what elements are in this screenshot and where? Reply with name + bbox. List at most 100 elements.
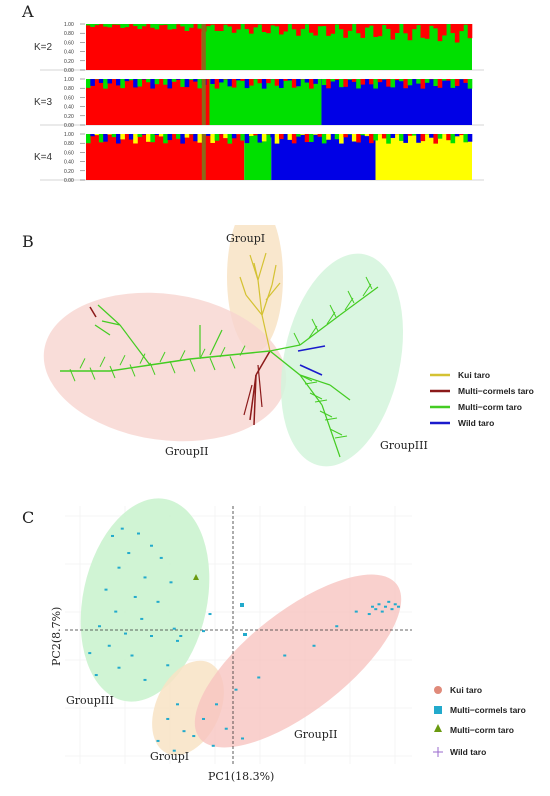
admixture-sliver — [128, 134, 134, 140]
admixture-sliver — [244, 134, 250, 144]
structure-row-3: 0.00 0.20 0.40 0.60 0.80 1.00 K=4 — [34, 132, 484, 184]
tree-branch — [109, 364, 151, 372]
tree-branch — [69, 369, 76, 382]
tree-branch — [199, 348, 206, 360]
tree-branch — [293, 332, 301, 346]
tree-legend-kui: Kui taro — [458, 370, 490, 380]
structure-row-1: 0.00 0.20 0.40 0.60 0.80 1.00 K=2 — [34, 22, 484, 74]
admixture-sliver — [206, 134, 211, 136]
admixture-sliver — [218, 24, 224, 31]
admixture-sliver — [248, 134, 254, 136]
admixture-sliver — [176, 79, 181, 80]
tree-branch — [209, 357, 216, 371]
tree-branch — [297, 345, 326, 352]
admixture-sliver — [330, 24, 336, 34]
admixture-sliver — [248, 79, 254, 86]
admixture-sliver — [394, 24, 400, 33]
admixture-sliver — [266, 24, 271, 34]
admixture-sliver — [270, 134, 276, 138]
admixture-sliver — [373, 79, 378, 89]
y-tick-label: 0.40 — [64, 160, 74, 166]
admixture-sliver — [214, 134, 220, 141]
k-label: K=4 — [34, 152, 53, 163]
admixture-sliver — [459, 24, 464, 32]
pca-point — [397, 605, 400, 608]
admixture-sliver — [433, 24, 438, 29]
tree-branch — [257, 252, 267, 281]
tree-branch — [347, 290, 355, 304]
tree-branch — [253, 374, 257, 426]
admixture-sliver — [347, 79, 353, 80]
tree-branch — [271, 264, 277, 286]
pca-point — [114, 610, 118, 613]
tree-branch — [109, 365, 116, 379]
admixture-sliver — [381, 24, 387, 25]
admixture-sliver — [188, 24, 194, 28]
pca-point — [354, 610, 358, 613]
admixture-sliver — [270, 24, 276, 26]
admixture-sliver — [407, 134, 413, 136]
y-tick-label: 0.00 — [64, 123, 74, 129]
admixture-sliver — [377, 24, 383, 37]
pca-point — [224, 727, 228, 730]
admixture-sliver — [356, 24, 361, 34]
y-tick-label: 0.20 — [64, 59, 74, 65]
tree-legend-cormels: Multi−cormels taro — [458, 386, 534, 396]
admixture-sliver — [141, 79, 147, 80]
admixture-boundary — [201, 79, 206, 125]
admixture-sliver — [390, 79, 396, 88]
admixture-sliver — [171, 24, 177, 29]
pca-point — [156, 600, 160, 603]
tree-branch — [324, 417, 338, 421]
admixture-sliver — [313, 79, 318, 84]
pca-point — [117, 566, 121, 569]
admixture-sliver — [454, 24, 460, 43]
admixture-sliver — [381, 134, 387, 139]
admixture-sliver — [291, 24, 297, 30]
tree-branch — [209, 329, 223, 356]
tree-branch — [239, 276, 247, 296]
pca-point — [192, 735, 196, 738]
pca-point — [384, 605, 387, 608]
admixture-sliver — [321, 24, 327, 27]
admixture-sliver — [90, 134, 95, 137]
group3-ellipse — [280, 253, 404, 467]
admixture-sliver — [236, 24, 241, 30]
tree-branch — [362, 283, 372, 297]
structure-row-2: 0.00 0.20 0.40 0.60 0.80 1.00 K=3 — [34, 77, 484, 129]
admixture-sliver — [236, 79, 241, 81]
y-tick-label: 0.00 — [64, 178, 74, 184]
pca-point — [176, 639, 179, 642]
admixture-sliver — [373, 24, 378, 37]
admixture-sliver — [120, 24, 125, 28]
admixture-sliver — [103, 24, 108, 27]
pca-xlabel: PC1(18.3%) — [208, 770, 274, 783]
admixture-sliver — [283, 79, 288, 81]
tree-branch — [326, 311, 336, 325]
pca-point — [130, 654, 134, 657]
admixture-sliver — [240, 79, 245, 81]
admixture-sliver — [386, 24, 391, 29]
pca-legend-kui: Kui taro — [450, 685, 482, 695]
admixture-sliver — [441, 24, 447, 36]
y-tick-label: 0.40 — [64, 50, 74, 56]
admixture-sliver — [120, 79, 125, 89]
tree-branch — [299, 364, 323, 376]
admixture-sliver — [351, 79, 357, 82]
admixture-sliver — [467, 79, 473, 89]
y-tick-label: 1.00 — [64, 22, 74, 28]
admixture-sliver — [184, 79, 190, 88]
admixture-sliver — [450, 134, 456, 144]
pca-point — [312, 644, 316, 647]
admixture-sliver — [111, 24, 117, 25]
admixture-sliver — [214, 24, 220, 31]
admixture-sliver — [184, 134, 190, 138]
pca-point — [215, 703, 218, 706]
admixture-sliver — [411, 24, 417, 30]
admixture-sliver — [98, 79, 104, 83]
pca-point — [104, 588, 108, 591]
segment-red — [86, 24, 202, 70]
admixture-sliver — [266, 79, 271, 84]
group1-label: GroupI — [226, 232, 265, 245]
admixture-sliver — [120, 134, 125, 140]
